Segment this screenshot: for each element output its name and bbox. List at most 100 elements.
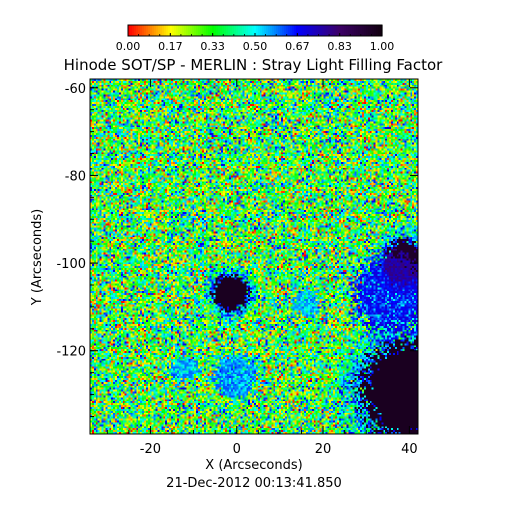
colorbar-cell — [150, 25, 153, 36]
colorbar-tick-label: 0.50 — [243, 40, 268, 53]
colorbar-cell — [346, 25, 349, 36]
colorbar-cell — [138, 25, 141, 36]
colorbar-cell — [254, 25, 257, 36]
colorbar-cell — [362, 25, 365, 36]
colorbar-cell — [144, 25, 147, 36]
colorbar-cell — [310, 25, 313, 36]
colorbar-cell — [306, 25, 309, 36]
colorbar-cell — [186, 25, 189, 36]
colorbar-cell — [194, 25, 197, 36]
colorbar-tick-label: 0.67 — [285, 40, 310, 53]
colorbar-cell — [334, 25, 337, 36]
colorbar-cell — [244, 25, 247, 36]
colorbar-cell — [286, 25, 289, 36]
colorbar-cell — [184, 25, 187, 36]
colorbar-cell — [326, 25, 329, 36]
colorbar-ticks — [127, 33, 383, 36]
colorbar-cell — [156, 25, 159, 36]
colorbar-cell — [130, 25, 133, 36]
colorbar-cell — [140, 25, 143, 36]
colorbar-cell — [148, 25, 151, 36]
colorbar-cell — [300, 25, 303, 36]
colorbar-cell — [238, 25, 241, 36]
colorbar-cell — [336, 25, 339, 36]
colorbar-cell — [282, 25, 285, 36]
colorbar-cell — [206, 25, 209, 36]
colorbar-cell — [268, 25, 271, 36]
colorbar-cell — [312, 25, 315, 36]
colorbar-cell — [302, 25, 305, 36]
colorbar-cell — [146, 25, 149, 36]
colorbar-cell — [366, 25, 369, 36]
x-tick-label: 20 — [315, 442, 332, 457]
colorbar-cell — [216, 25, 219, 36]
colorbar-tick-label: 0.00 — [116, 40, 141, 53]
y-tick-label: -120 — [56, 345, 86, 360]
colorbar-cell — [320, 25, 323, 36]
colorbar-cell — [236, 25, 239, 36]
colorbar-cell — [142, 25, 145, 36]
colorbar-cell — [192, 25, 195, 36]
colorbar-cell — [214, 25, 217, 36]
colorbar-cell — [252, 25, 255, 36]
colorbar-cell — [154, 25, 157, 36]
colorbar-cell — [360, 25, 363, 36]
colorbar-cell — [128, 25, 131, 36]
colorbar-cell — [250, 25, 253, 36]
colorbar-cell — [278, 25, 281, 36]
colorbar-cell — [274, 25, 277, 36]
colorbar-cell — [280, 25, 283, 36]
colorbar-cell — [328, 25, 331, 36]
colorbar-cell — [160, 25, 163, 36]
y-tick-label: -80 — [65, 169, 86, 184]
colorbar-cell — [218, 25, 221, 36]
colorbar-cell — [168, 25, 171, 36]
chart-title: Hinode SOT/SP - MERLIN : Stray Light Fil… — [64, 56, 444, 74]
colorbar-cell — [228, 25, 231, 36]
colorbar-cell — [134, 25, 137, 36]
colorbar-cell — [342, 25, 345, 36]
x-tick-label: 40 — [401, 442, 418, 457]
colorbar-cell — [372, 25, 375, 36]
colorbar-cell — [354, 25, 357, 36]
colorbar-cell — [212, 25, 215, 36]
colorbar-cell — [270, 25, 273, 36]
colorbar-cell — [292, 25, 295, 36]
colorbar-cell — [196, 25, 199, 36]
colorbar-tick-label: 1.00 — [370, 40, 395, 53]
colorbar-cell — [380, 25, 383, 36]
colorbar-cell — [232, 25, 235, 36]
colorbar-cell — [324, 25, 327, 36]
y-tick-label: -60 — [65, 82, 86, 97]
x-axis: -20 0 20 40 — [106, 79, 418, 457]
stray-light-map — [90, 79, 418, 434]
colorbar-cell — [272, 25, 275, 36]
colorbar-cell — [224, 25, 227, 36]
colorbar-cell — [242, 25, 245, 36]
colorbar-cell — [200, 25, 203, 36]
colorbar-cell — [170, 25, 173, 36]
colorbar-cell — [174, 25, 177, 36]
colorbar-cell — [226, 25, 229, 36]
colorbar-tick-label: 0.17 — [158, 40, 183, 53]
colorbar-cell — [220, 25, 223, 36]
colorbar-cell — [266, 25, 269, 36]
colorbar-cell — [210, 25, 213, 36]
colorbar-cell — [318, 25, 321, 36]
colorbar-cell — [370, 25, 373, 36]
y-axis: -60 -80 -100 -120 — [56, 82, 418, 417]
colorbar-cell — [304, 25, 307, 36]
colorbar-cell — [284, 25, 287, 36]
colorbar-cell — [364, 25, 367, 36]
colorbar-gradient — [128, 25, 383, 36]
colorbar-cell — [290, 25, 293, 36]
colorbar-cell — [202, 25, 205, 36]
colorbar-cell — [178, 25, 181, 36]
colorbar-cell — [308, 25, 311, 36]
colorbar-tick-label: 0.83 — [327, 40, 352, 53]
y-tick-label: -100 — [56, 257, 86, 272]
colorbar-cell — [316, 25, 319, 36]
colorbar-cell — [188, 25, 191, 36]
colorbar-tick-label: 0.33 — [200, 40, 225, 53]
x-axis-label: X (Arcseconds) — [205, 458, 302, 473]
